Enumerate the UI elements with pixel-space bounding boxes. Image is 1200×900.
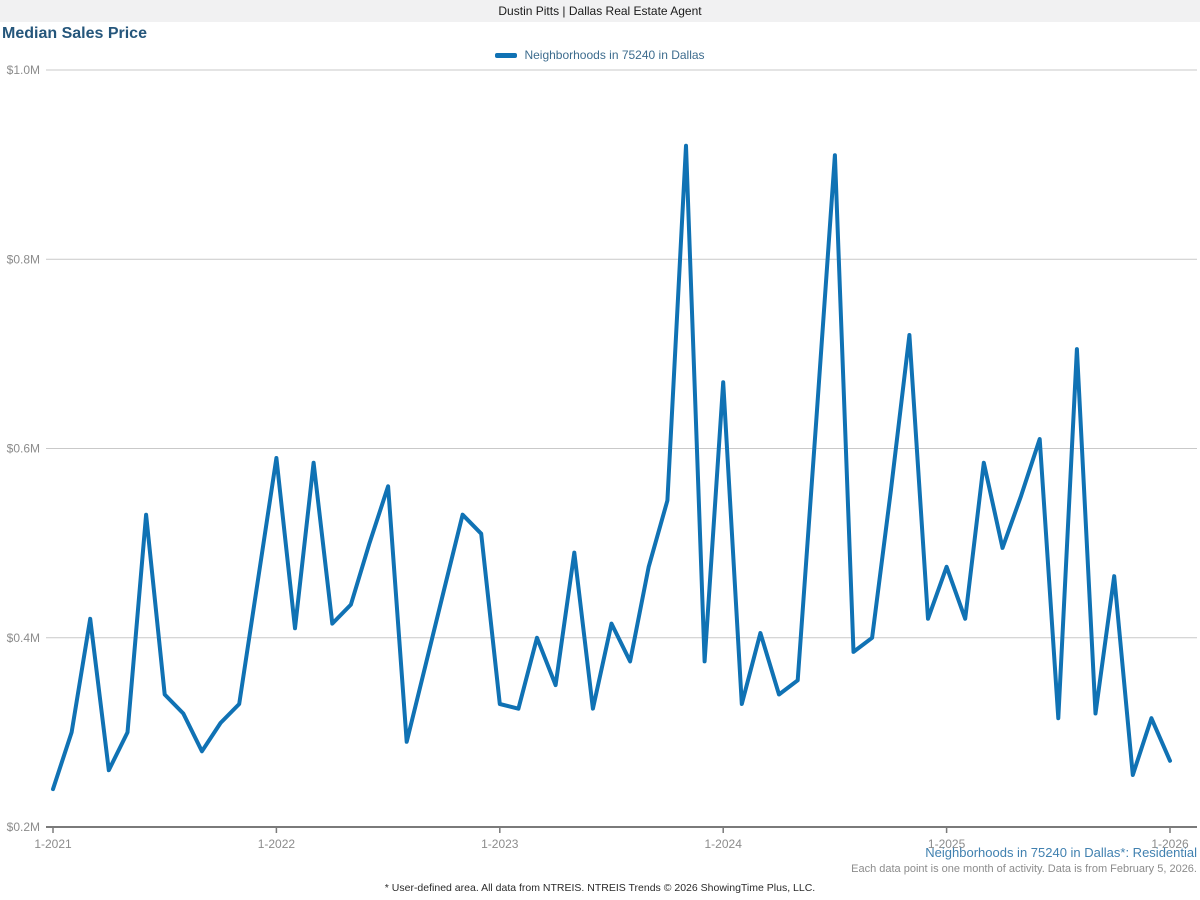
x-tick-label: 1-2025 (928, 837, 966, 851)
x-tick-label: 1-2026 (1151, 837, 1189, 851)
x-tick-label: 1-2024 (705, 837, 743, 851)
x-tick-label: 1-2023 (481, 837, 519, 851)
median-price-series-line (51, 143, 1172, 792)
data-note: Each data point is one month of activity… (851, 863, 1197, 875)
y-tick-label: $1.0M (7, 63, 40, 77)
y-tick-label: $0.6M (7, 442, 40, 456)
legend-label: Neighborhoods in 75240 in Dallas (524, 48, 705, 62)
header-bar: Dustin Pitts | Dallas Real Estate Agent (0, 0, 1200, 22)
y-tick-label: $0.2M (7, 820, 40, 834)
y-tick-label: $0.4M (7, 631, 40, 645)
legend-line-swatch (495, 52, 518, 58)
x-tick-label: 1-2021 (34, 837, 72, 851)
x-tick-label: 1-2022 (258, 837, 296, 851)
legend: Neighborhoods in 75240 in Dallas (0, 47, 1200, 63)
y-tick-label: $0.8M (7, 252, 40, 266)
header-title: Dustin Pitts | Dallas Real Estate Agent (498, 4, 702, 18)
page-title: Median Sales Price (2, 25, 147, 42)
disclaimer-text: * User-defined area. All data from NTREI… (384, 882, 816, 894)
series-caption: Neighborhoods in 75240 in Dallas*: Resid… (925, 845, 1197, 860)
